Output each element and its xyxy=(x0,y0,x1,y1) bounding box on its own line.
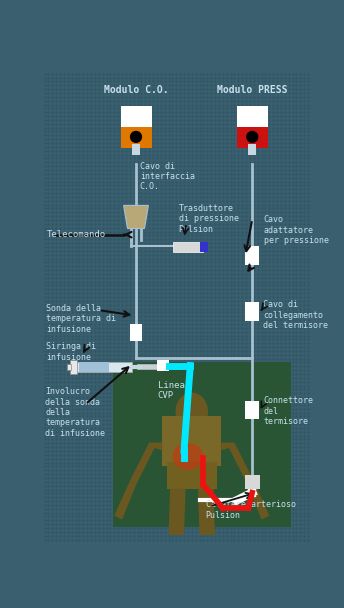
Bar xyxy=(245,475,260,489)
Bar xyxy=(79,362,109,371)
Bar xyxy=(130,324,142,341)
Bar xyxy=(237,106,268,129)
Bar xyxy=(70,360,77,374)
Text: Siringa di
infusione: Siringa di infusione xyxy=(46,342,96,362)
Bar xyxy=(67,364,71,370)
Polygon shape xyxy=(248,481,269,520)
Bar xyxy=(167,462,217,489)
Polygon shape xyxy=(169,489,186,535)
Text: Connettore
del
termisore: Connettore del termisore xyxy=(263,396,313,426)
Bar xyxy=(132,144,140,154)
Ellipse shape xyxy=(175,393,208,431)
Bar xyxy=(120,106,151,129)
Polygon shape xyxy=(130,443,162,485)
Bar xyxy=(157,360,169,371)
Circle shape xyxy=(247,131,258,142)
Bar xyxy=(245,401,259,420)
Bar xyxy=(237,127,268,148)
Bar xyxy=(173,241,203,252)
Text: Sonda della
temperatura di
infusione: Sonda della temperatura di infusione xyxy=(46,304,116,334)
Bar xyxy=(162,416,221,466)
Bar xyxy=(245,246,259,266)
Text: Involucro
della sonda
della
temperatura
di infusione: Involucro della sonda della temperatura … xyxy=(45,387,105,438)
Polygon shape xyxy=(221,443,254,485)
Text: Cavo di
collegamento
del termisore: Cavo di collegamento del termisore xyxy=(263,300,328,330)
Ellipse shape xyxy=(172,443,203,470)
Text: Telecomando: Telecomando xyxy=(47,230,106,239)
Polygon shape xyxy=(198,489,215,535)
Text: Catetere arterioso
Pulsion: Catetere arterioso Pulsion xyxy=(206,500,296,520)
Text: Modulo C.O.: Modulo C.O. xyxy=(104,85,168,95)
Text: Cavo
adattatore
per pressione: Cavo adattatore per pressione xyxy=(264,215,329,245)
Text: Trasduttore
di pressione
Pulsion: Trasduttore di pressione Pulsion xyxy=(179,204,239,233)
Bar xyxy=(245,302,259,321)
Bar xyxy=(186,424,197,434)
Text: Cavo di
interfaccia
C.O.: Cavo di interfaccia C.O. xyxy=(140,162,195,192)
Text: Linea
CVP: Linea CVP xyxy=(158,381,185,400)
Bar xyxy=(200,241,208,252)
Bar xyxy=(113,362,291,527)
Bar xyxy=(76,362,132,373)
Bar xyxy=(248,144,256,154)
Text: Modulo PRESS: Modulo PRESS xyxy=(217,85,288,95)
Polygon shape xyxy=(114,481,136,520)
Circle shape xyxy=(131,131,141,142)
Polygon shape xyxy=(123,206,148,229)
Bar xyxy=(120,127,151,148)
